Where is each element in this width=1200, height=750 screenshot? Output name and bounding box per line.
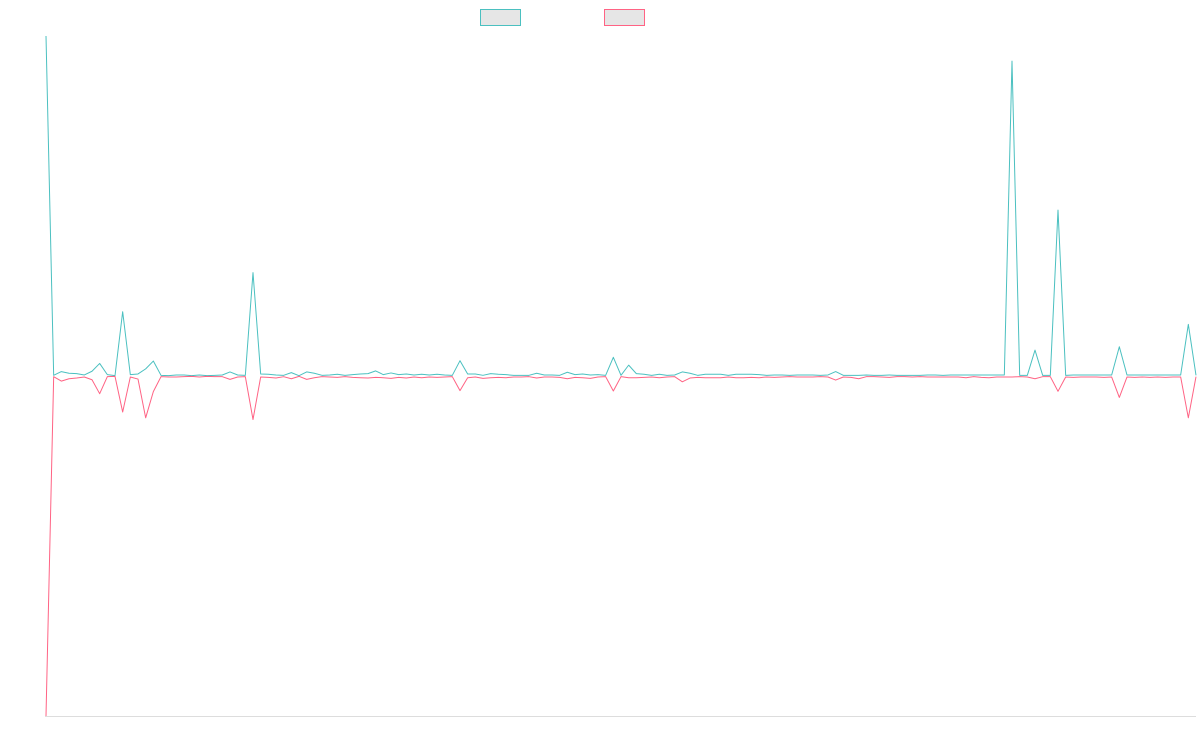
legend-swatch-series-1[interactable] <box>480 9 521 26</box>
plot-area <box>45 35 1197 717</box>
series-1-line <box>45 35 1197 377</box>
series-2 <box>45 375 1197 717</box>
legend <box>480 9 645 26</box>
series-layer <box>45 35 1197 717</box>
legend-swatch-series-2[interactable] <box>604 9 645 26</box>
series-1 <box>45 35 1197 377</box>
series-2-line <box>45 375 1197 717</box>
